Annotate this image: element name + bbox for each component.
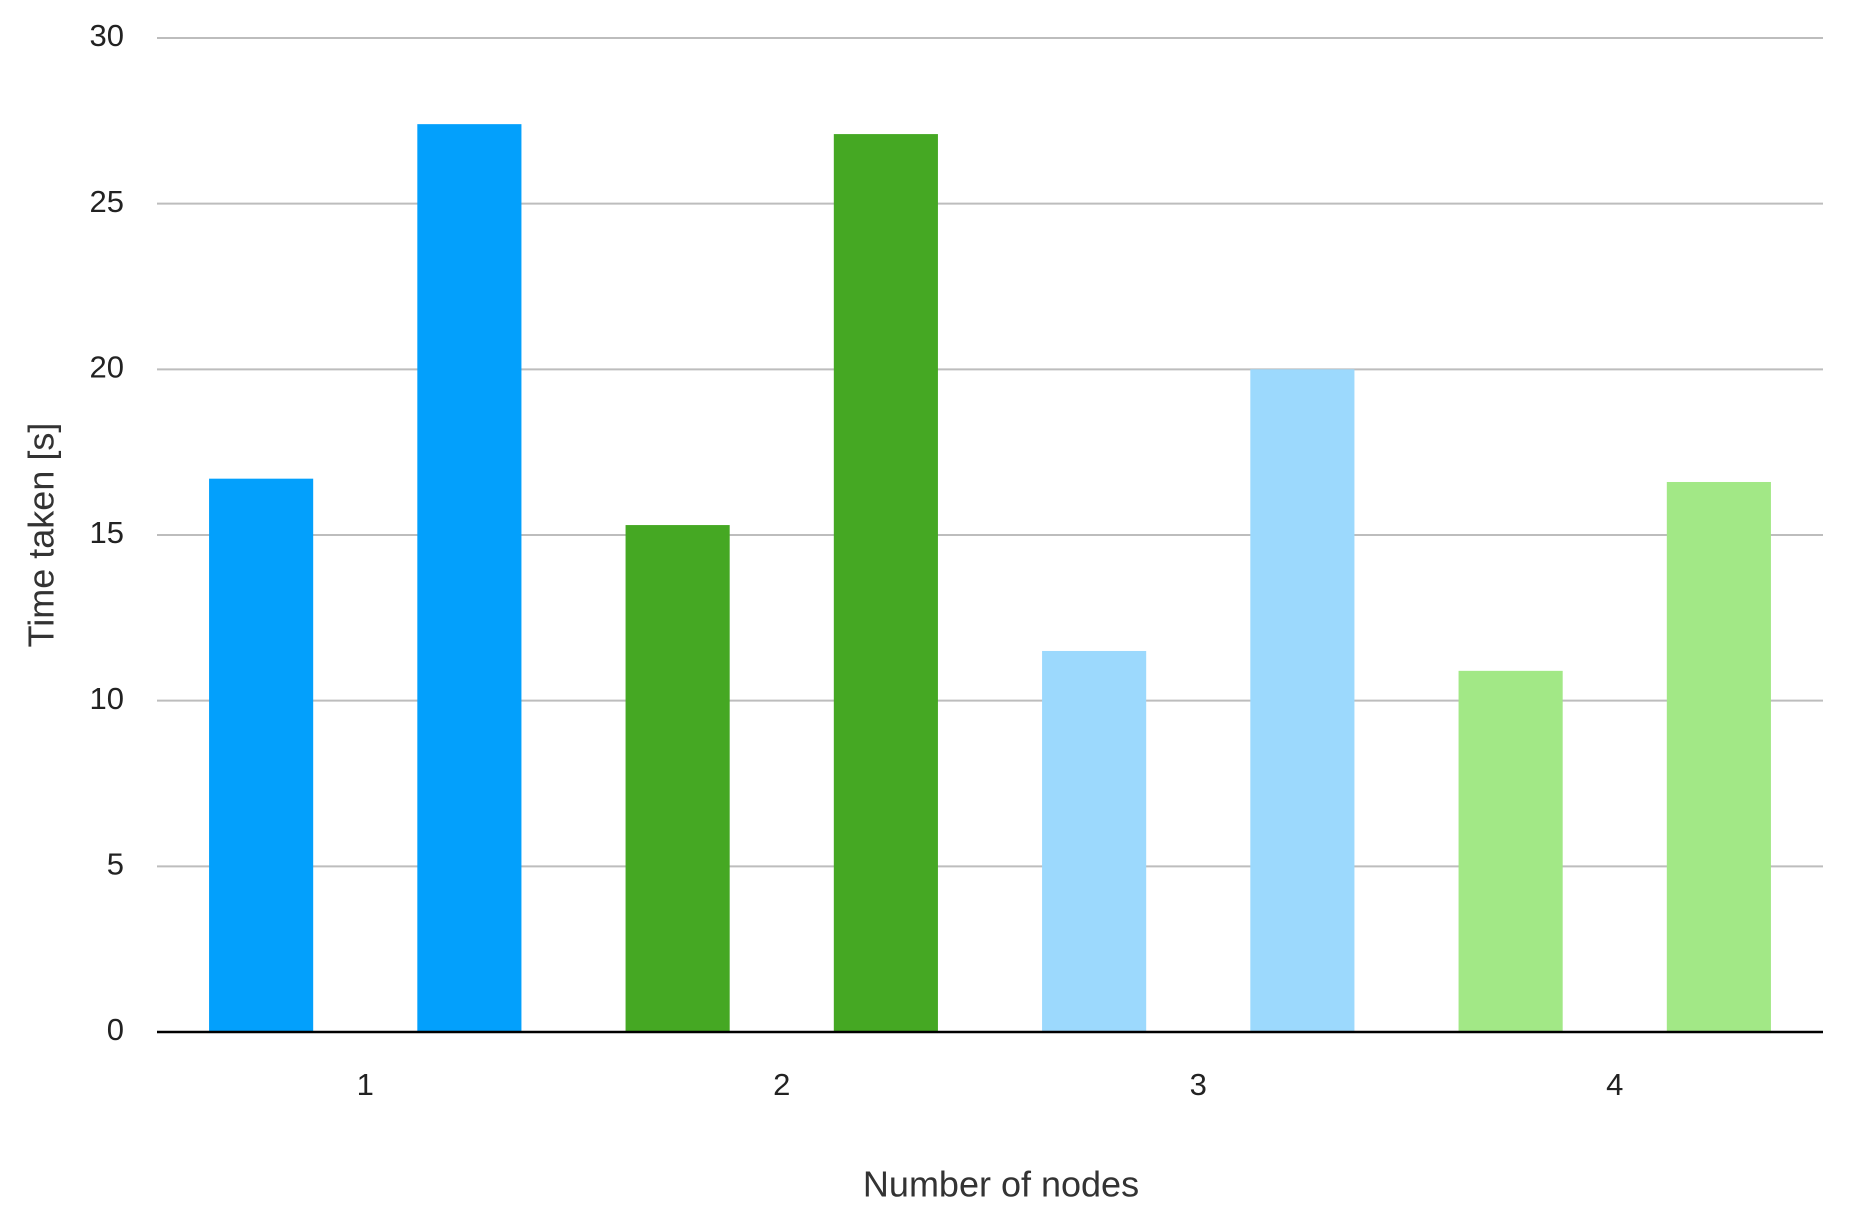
y-tick-label: 15: [90, 515, 124, 550]
y-tick-label: 25: [90, 184, 124, 219]
x-tick-label: 2: [773, 1067, 790, 1102]
y-tick-label: 20: [90, 350, 124, 385]
x-axis-title: Number of nodes: [863, 1164, 1139, 1205]
bar: [625, 525, 730, 1032]
y-axis-title: Time taken [s]: [21, 423, 62, 648]
y-tick-label: 0: [107, 1012, 124, 1047]
bar: [1042, 650, 1147, 1032]
y-tick-label: 10: [90, 681, 124, 716]
bar: [1250, 369, 1355, 1032]
x-tick-label: 3: [1190, 1067, 1207, 1102]
x-tick-label: 1: [357, 1067, 374, 1102]
x-tick-label: 4: [1606, 1067, 1623, 1102]
y-tick-label: 5: [107, 847, 124, 882]
bar: [1666, 481, 1771, 1032]
bar: [833, 134, 938, 1032]
bar: [417, 124, 522, 1032]
bar: [209, 478, 314, 1032]
bar: [1458, 670, 1563, 1032]
y-tick-label: 30: [90, 18, 124, 53]
